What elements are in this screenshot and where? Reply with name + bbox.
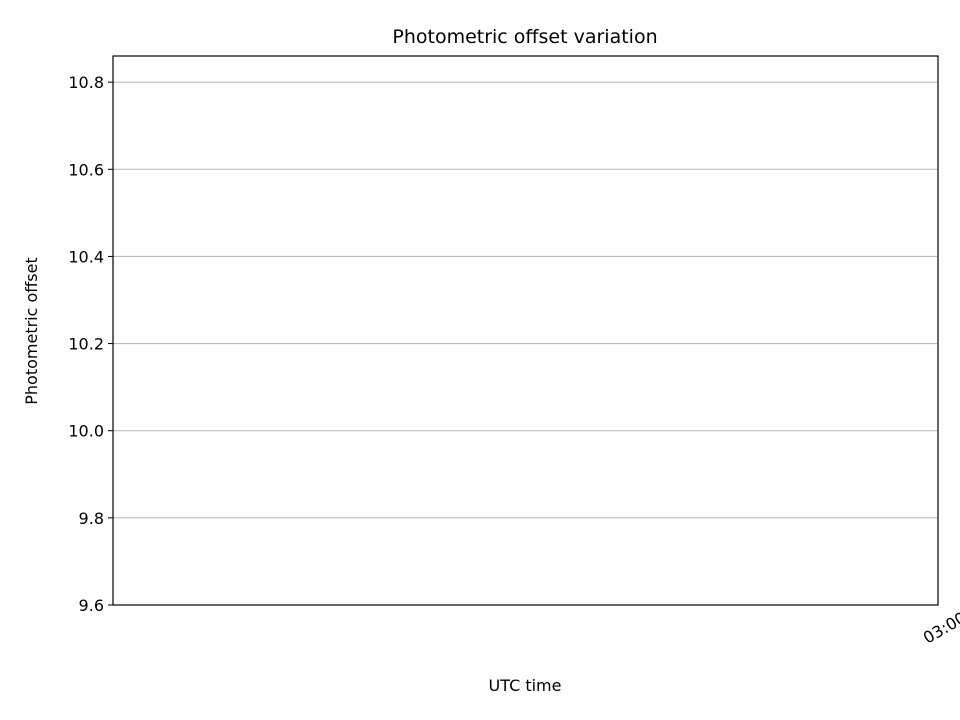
x-axis-label: UTC time bbox=[489, 676, 562, 695]
y-tick-label: 9.6 bbox=[79, 596, 104, 615]
y-tick-label: 10.6 bbox=[68, 160, 104, 179]
y-tick-label: 10.0 bbox=[68, 422, 104, 441]
plot-frame bbox=[112, 55, 939, 606]
y-tick-label: 10.2 bbox=[68, 335, 104, 354]
y-tick-label: 9.8 bbox=[79, 509, 104, 528]
y-tick-label: 10.8 bbox=[68, 73, 104, 92]
grid bbox=[113, 81, 938, 606]
y-ticks: 9.6 9.8 10.0 10.2 10.4 10.6 10.8 bbox=[68, 73, 113, 615]
y-tick-label: 10.4 bbox=[68, 247, 104, 266]
chart-title: Photometric offset variation bbox=[392, 26, 657, 48]
y-axis-label: Photometric offset bbox=[22, 257, 41, 405]
